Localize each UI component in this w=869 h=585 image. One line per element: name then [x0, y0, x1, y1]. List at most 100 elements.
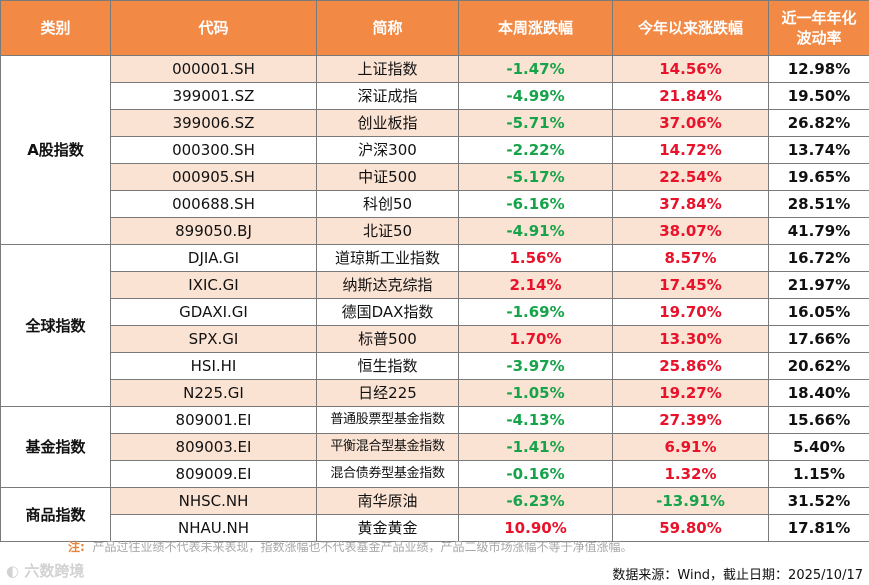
table-row: 基金指数 809001.EI 普通股票型基金指数 -4.13% 27.39% 15.66% — [0, 406, 869, 488]
volatility-cell: 16.05% — [768, 298, 869, 326]
ytd-change-cell: 25.86% — [612, 352, 769, 380]
volatility-cell: 19.50% — [768, 82, 869, 110]
code-cell: GDAXI.GI — [110, 298, 317, 326]
table-row: 000688.SH 科创50 -6.16% 37.84% 28.51% — [1, 190, 869, 218]
volatility-cell: 31.52% — [768, 487, 869, 515]
name-cell: 道琼斯工业指数 — [316, 244, 459, 272]
name-cell: 科创50 — [316, 190, 459, 218]
name-cell: 恒生指数 — [316, 352, 459, 380]
code-cell: 000688.SH — [110, 190, 317, 218]
volatility-cell: 1.15% — [768, 460, 869, 488]
table-row: 809009.EI 混合债券型基金指数 -0.16% 1.32% 1.15% — [1, 460, 869, 488]
volatility-cell: 17.66% — [768, 325, 869, 353]
volatility-cell: 20.62% — [768, 352, 869, 380]
table-row: N225.GI 日经225 -1.05% 19.27% 18.40% — [1, 379, 869, 407]
ytd-change-cell: 27.39% — [612, 406, 769, 434]
week-change-cell: -5.17% — [458, 163, 613, 191]
header-week-change: 本周涨跌幅 — [458, 0, 613, 56]
name-cell: 沪深300 — [316, 136, 459, 164]
code-cell: 399001.SZ — [110, 82, 317, 110]
ytd-change-cell: 37.06% — [612, 109, 769, 137]
table-body: A股指数 000001.SH 上证指数 -1.47% 14.56% 12.98% 39900… — [0, 55, 869, 542]
code-cell: IXIC.GI — [110, 271, 317, 299]
week-change-cell: -0.16% — [458, 460, 613, 488]
code-cell: DJIA.GI — [110, 244, 317, 272]
volatility-cell: 5.40% — [768, 433, 869, 461]
code-cell: NHSC.NH — [110, 487, 317, 515]
category-cell: A股指数 — [0, 55, 111, 245]
week-change-cell: 1.56% — [458, 244, 613, 272]
week-change-cell: -1.47% — [458, 55, 613, 83]
name-cell: 混合债券型基金指数 — [316, 460, 459, 488]
name-cell: 标普500 — [316, 325, 459, 353]
code-cell: N225.GI — [110, 379, 317, 407]
volatility-cell: 17.81% — [768, 514, 869, 542]
week-change-cell: -1.69% — [458, 298, 613, 326]
ytd-change-cell: 21.84% — [612, 82, 769, 110]
ytd-change-cell: 59.80% — [612, 514, 769, 542]
table-row: 000905.SH 中证500 -5.17% 22.54% 19.65% — [1, 163, 869, 191]
brand-logo-icon: ◐ — [6, 562, 20, 580]
table-row: 399001.SZ 深证成指 -4.99% 21.84% 19.50% — [1, 82, 869, 110]
ytd-change-cell: 19.27% — [612, 379, 769, 407]
name-cell: 上证指数 — [316, 55, 459, 83]
ytd-change-cell: 17.45% — [612, 271, 769, 299]
header-ytd-change: 今年以来涨跌幅 — [612, 0, 769, 56]
header-row: 类别 代码 简称 本周涨跌幅 今年以来涨跌幅 近一年年化波动率 — [0, 0, 869, 56]
code-cell: 899050.BJ — [110, 217, 317, 245]
name-cell: 纳斯达克综指 — [316, 271, 459, 299]
volatility-cell: 21.97% — [768, 271, 869, 299]
name-cell: 中证500 — [316, 163, 459, 191]
name-cell: 德国DAX指数 — [316, 298, 459, 326]
category-cell: 全球指数 — [0, 244, 111, 407]
volatility-cell: 41.79% — [768, 217, 869, 245]
data-source: 数据来源：Wind，截止日期：2025/10/17 — [612, 568, 863, 583]
code-cell: NHAU.NH — [110, 514, 317, 542]
volatility-cell: 12.98% — [768, 55, 869, 83]
code-cell: 399006.SZ — [110, 109, 317, 137]
table-row: SPX.GI 标普500 1.70% 13.30% 17.66% — [1, 325, 869, 353]
ytd-change-cell: 13.30% — [612, 325, 769, 353]
code-cell: 000001.SH — [110, 55, 317, 83]
table-row: NHAU.NH 黄金黄金 10.90% 59.80% 17.81% — [1, 514, 869, 542]
ytd-change-cell: 37.84% — [612, 190, 769, 218]
name-cell: 平衡混合型基金指数 — [316, 433, 459, 461]
index-performance-table: 类别 代码 简称 本周涨跌幅 今年以来涨跌幅 近一年年化波动率 A股指数 0000… — [0, 0, 869, 542]
code-cell: 809003.EI — [110, 433, 317, 461]
header-volatility: 近一年年化波动率 — [768, 0, 869, 56]
watermark-logo: ◐ 六数跨境 — [6, 560, 84, 581]
ytd-change-cell: 1.32% — [612, 460, 769, 488]
name-cell: 普通股票型基金指数 — [316, 406, 459, 434]
table-row: 商品指数 NHSC.NH 南华原油 -6.23% -13.91% 31.52% — [0, 487, 869, 542]
table-row: A股指数 000001.SH 上证指数 -1.47% 14.56% 12.98% — [0, 55, 869, 245]
week-change-cell: -5.71% — [458, 109, 613, 137]
week-change-cell: 1.70% — [458, 325, 613, 353]
table-row: 全球指数 DJIA.GI 道琼斯工业指数 1.56% 8.57% 16.72% — [0, 244, 869, 407]
category-cell: 商品指数 — [0, 487, 111, 542]
table-row: 000300.SH 沪深300 -2.22% 14.72% 13.74% — [1, 136, 869, 164]
table-row: 809003.EI 平衡混合型基金指数 -1.41% 6.91% 5.40% — [1, 433, 869, 461]
ytd-change-cell: 14.72% — [612, 136, 769, 164]
week-change-cell: -4.99% — [458, 82, 613, 110]
volatility-cell: 28.51% — [768, 190, 869, 218]
week-change-cell: -6.16% — [458, 190, 613, 218]
ytd-change-cell: 22.54% — [612, 163, 769, 191]
name-cell: 创业板指 — [316, 109, 459, 137]
code-cell: 000905.SH — [110, 163, 317, 191]
category-cell: 基金指数 — [0, 406, 111, 488]
week-change-cell: -4.91% — [458, 217, 613, 245]
week-change-cell: -1.41% — [458, 433, 613, 461]
ytd-change-cell: 19.70% — [612, 298, 769, 326]
ytd-change-cell: 38.07% — [612, 217, 769, 245]
ytd-change-cell: 6.91% — [612, 433, 769, 461]
header-category: 类别 — [0, 0, 111, 56]
volatility-cell: 18.40% — [768, 379, 869, 407]
volatility-cell: 19.65% — [768, 163, 869, 191]
week-change-cell: -1.05% — [458, 379, 613, 407]
week-change-cell: -3.97% — [458, 352, 613, 380]
ytd-change-cell: 14.56% — [612, 55, 769, 83]
watermark-text: 六数跨境 — [24, 562, 85, 580]
table-row: IXIC.GI 纳斯达克综指 2.14% 17.45% 21.97% — [1, 271, 869, 299]
volatility-cell: 26.82% — [768, 109, 869, 137]
week-change-cell: 2.14% — [458, 271, 613, 299]
